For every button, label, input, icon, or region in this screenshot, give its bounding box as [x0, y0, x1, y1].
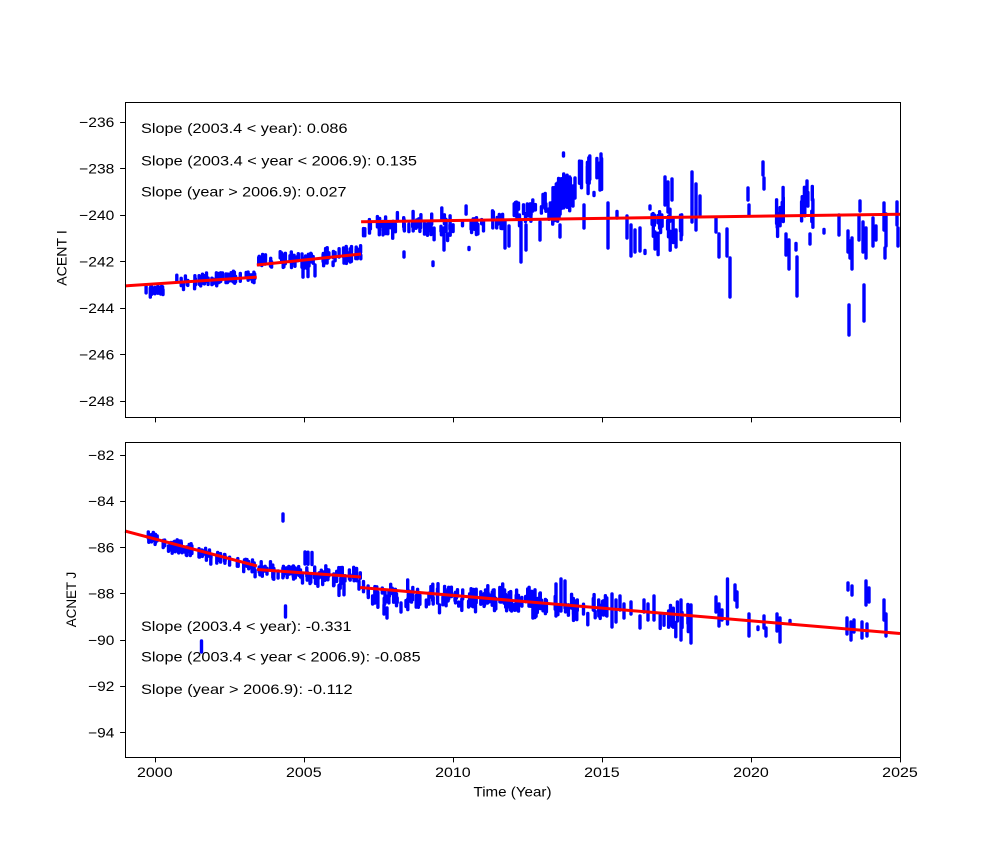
svg-text:−86: −86 — [88, 539, 114, 555]
svg-text:−90: −90 — [88, 632, 114, 648]
svg-text:2005: 2005 — [286, 764, 322, 780]
svg-text:Slope (2003.4 < year): 0.086: Slope (2003.4 < year): 0.086 — [141, 120, 348, 136]
svg-text:−82: −82 — [88, 447, 114, 463]
svg-text:Time (Year): Time (Year) — [474, 784, 552, 800]
svg-text:Slope (year > 2006.9): 0.027: Slope (year > 2006.9): 0.027 — [141, 184, 347, 200]
svg-text:Slope (2003.4 < year): -0.331: Slope (2003.4 < year): -0.331 — [141, 618, 352, 634]
svg-text:2020: 2020 — [733, 764, 769, 780]
svg-text:−92: −92 — [88, 678, 114, 694]
svg-text:−88: −88 — [88, 586, 114, 602]
svg-text:−240: −240 — [79, 207, 114, 223]
svg-text:2000: 2000 — [137, 764, 173, 780]
svg-text:Slope (2003.4 < year < 2006.9: Slope (2003.4 < year < 2006.9): -0.085 — [141, 649, 421, 665]
svg-text:ACENT I: ACENT I — [54, 230, 70, 286]
svg-text:2010: 2010 — [435, 764, 471, 780]
svg-text:−238: −238 — [79, 161, 114, 177]
svg-text:−84: −84 — [88, 493, 114, 509]
svg-text:−248: −248 — [79, 393, 114, 409]
svg-text:Slope (year > 2006.9): -0.112: Slope (year > 2006.9): -0.112 — [141, 681, 353, 697]
svg-text:−94: −94 — [88, 724, 114, 740]
svg-text:−244: −244 — [79, 300, 114, 316]
svg-text:−236: −236 — [79, 114, 114, 130]
svg-text:2015: 2015 — [584, 764, 620, 780]
svg-text:−242: −242 — [79, 254, 114, 270]
svg-text:Slope (2003.4 < year < 2006.9: Slope (2003.4 < year < 2006.9): 0.135 — [141, 152, 417, 168]
svg-text:−246: −246 — [79, 347, 114, 363]
svg-text:2025: 2025 — [882, 764, 918, 780]
svg-text:ACNET J: ACNET J — [63, 572, 79, 628]
